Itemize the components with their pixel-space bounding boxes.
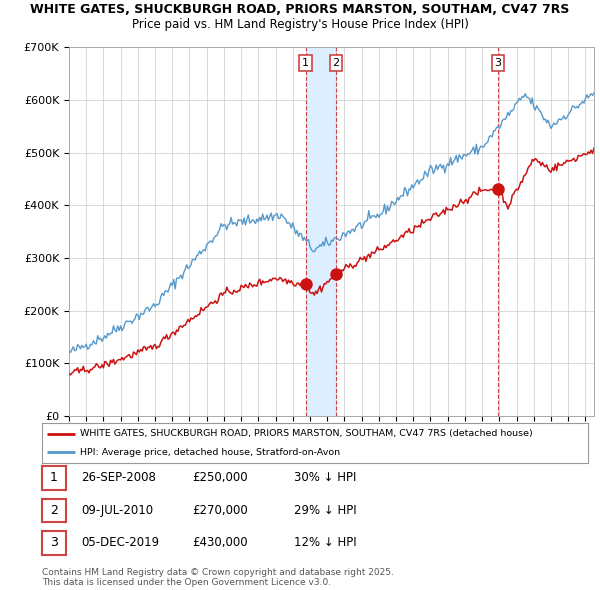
Text: 2: 2 [332,58,340,68]
Text: 30% ↓ HPI: 30% ↓ HPI [294,471,356,484]
Text: Contains HM Land Registry data © Crown copyright and database right 2025.
This d: Contains HM Land Registry data © Crown c… [42,568,394,587]
Text: 26-SEP-2008: 26-SEP-2008 [81,471,156,484]
Text: WHITE GATES, SHUCKBURGH ROAD, PRIORS MARSTON, SOUTHAM, CV47 7RS (detached house): WHITE GATES, SHUCKBURGH ROAD, PRIORS MAR… [80,430,533,438]
Text: 2: 2 [50,504,58,517]
Text: £250,000: £250,000 [192,471,248,484]
Text: WHITE GATES, SHUCKBURGH ROAD, PRIORS MARSTON, SOUTHAM, CV47 7RS: WHITE GATES, SHUCKBURGH ROAD, PRIORS MAR… [31,3,569,16]
Text: 1: 1 [302,58,309,68]
Bar [305,47,336,416]
Text: 05-DEC-2019: 05-DEC-2019 [81,536,159,549]
Text: 09-JUL-2010: 09-JUL-2010 [81,504,153,517]
Text: 3: 3 [50,536,58,549]
Text: 29% ↓ HPI: 29% ↓ HPI [294,504,356,517]
Text: 3: 3 [494,58,502,68]
Text: 1: 1 [50,471,58,484]
Text: HPI: Average price, detached house, Stratford-on-Avon: HPI: Average price, detached house, Stra… [80,448,340,457]
Text: £430,000: £430,000 [192,536,248,549]
Text: 12% ↓ HPI: 12% ↓ HPI [294,536,356,549]
Text: £270,000: £270,000 [192,504,248,517]
Text: Price paid vs. HM Land Registry's House Price Index (HPI): Price paid vs. HM Land Registry's House … [131,18,469,31]
